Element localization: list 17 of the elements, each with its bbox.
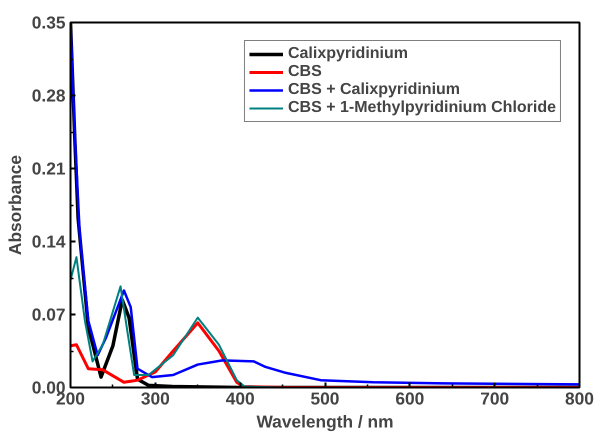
y-tick-label: 0.14 xyxy=(32,232,66,252)
y-axis-title: Absorbance xyxy=(4,154,25,256)
y-tick-label: 0.21 xyxy=(32,158,66,178)
y-tick-label: 0.35 xyxy=(32,12,66,32)
x-tick-label: 800 xyxy=(565,388,594,408)
legend-label: CBS + 1-Methylpyridinium Chloride xyxy=(288,99,556,117)
legend-label: CBS + Calixpyridinium xyxy=(288,81,460,99)
y-tick-label: 0.07 xyxy=(32,304,66,324)
y-tick-label: 0.28 xyxy=(32,86,66,106)
x-tick-label: 400 xyxy=(226,388,255,408)
x-tick-label: 500 xyxy=(310,388,340,408)
x-tick-label: 300 xyxy=(140,388,170,408)
legend-label: Calixpyridinium xyxy=(288,45,408,63)
x-axis-title: Wavelength / nm xyxy=(256,412,394,432)
legend-label: CBS xyxy=(288,63,322,81)
x-tick-label: 700 xyxy=(480,388,510,408)
x-tick-label: 600 xyxy=(395,388,424,408)
